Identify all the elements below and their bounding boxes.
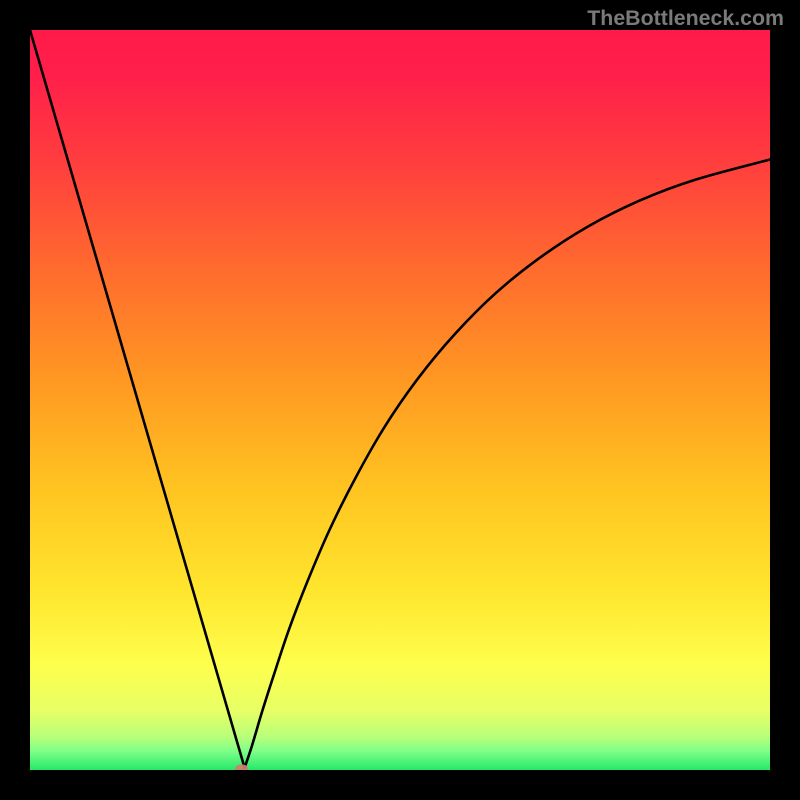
watermark-text: TheBottleneck.com — [587, 6, 784, 31]
chart-frame: TheBottleneck.com — [0, 0, 800, 800]
plot-area — [30, 30, 770, 770]
chart-background — [30, 30, 770, 770]
bottleneck-chart — [30, 30, 770, 770]
